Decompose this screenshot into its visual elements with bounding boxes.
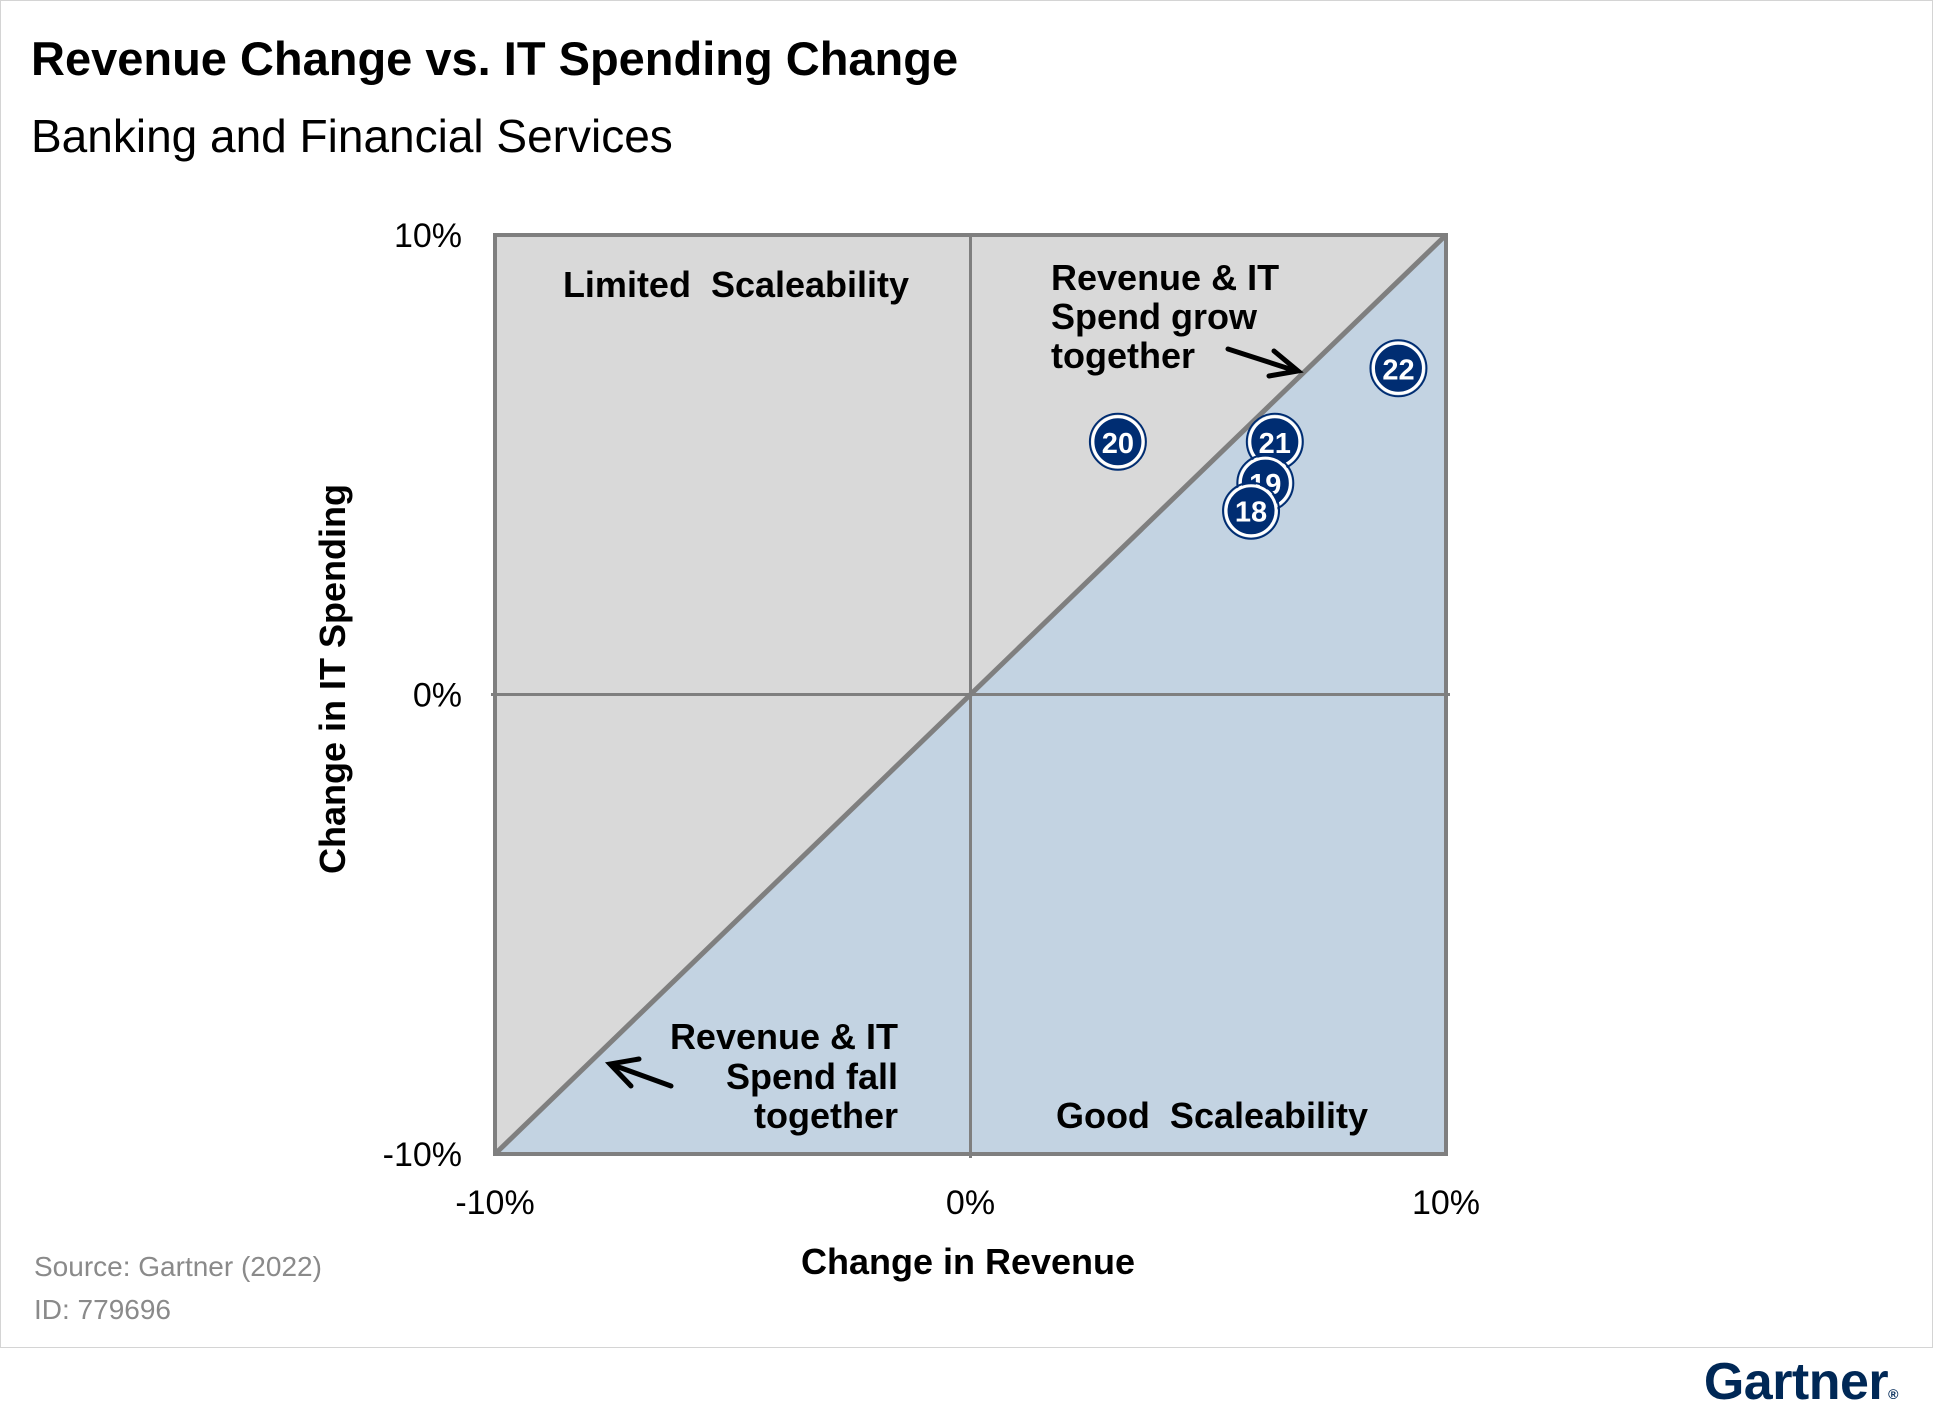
fall-together-annotation: Revenue & IT Spend fall together (604, 1016, 898, 1136)
gartner-logo: Gartner® (1703, 1352, 1899, 1412)
data-point-20: 20 (1088, 412, 1147, 471)
data-point-ring (1088, 412, 1147, 471)
grow-together-annotation: Revenue & IT Spend grow together (1051, 257, 1304, 379)
y-tick-label: 0% (413, 677, 462, 715)
chart-subtitle: Banking and Financial Services (31, 110, 673, 162)
fall-annotation-line-2: Spend fall (726, 1056, 898, 1097)
data-point-marker (1371, 341, 1425, 395)
good-scaleability-label: Good Scaleability (1056, 1095, 1368, 1136)
x-axis-title: Change in Revenue (801, 1241, 1135, 1282)
x-tick-label: 10% (1412, 1184, 1480, 1222)
data-point-18: 18 (1222, 481, 1281, 540)
data-point-marker (1091, 415, 1145, 469)
x-axis-ticks: -10% 0% 10% (455, 1184, 1480, 1222)
fall-arrow-icon (604, 1056, 674, 1089)
x-tick-label: 0% (946, 1184, 995, 1222)
gartner-logo-text: Gartner (1703, 1353, 1889, 1411)
scatter-chart: -10% 0% 10% 10% 0% -10% Change in Revenue Ch… (312, 217, 1480, 1282)
data-point-22: 22 (1369, 339, 1428, 398)
limited-scaleability-label: Limited Scaleability (563, 264, 909, 305)
data-point-label: 20 (1102, 428, 1134, 460)
diagonal-line (493, 233, 1448, 1156)
document-id: ID: 779696 (34, 1294, 171, 1325)
data-point-label: 18 (1235, 497, 1267, 529)
grow-annotation-line-2: Spend grow (1051, 296, 1258, 337)
data-point-ring (1222, 481, 1281, 540)
data-point-marker (1224, 484, 1278, 538)
chart-card: Revenue Change vs. IT Spending Change Ba… (0, 0, 1933, 1348)
y-tick-label: -10% (383, 1136, 462, 1174)
y-axis-title: Change in IT Spending (312, 484, 353, 874)
y-tick-label: 10% (394, 217, 462, 255)
data-point-label: 22 (1382, 354, 1414, 386)
data-point-ring (1369, 339, 1428, 398)
source-note: Source: Gartner (2022) (34, 1251, 322, 1282)
x-tick-label: -10% (455, 1184, 534, 1222)
grow-arrow-icon (1225, 346, 1304, 379)
registered-mark: ® (1888, 1386, 1898, 1402)
grow-annotation-line-3: together (1051, 335, 1195, 376)
fall-annotation-line-3: together (754, 1095, 898, 1136)
data-point-21: 21 (1245, 412, 1304, 471)
grow-annotation-line-1: Revenue & IT (1051, 257, 1279, 298)
chart-title: Revenue Change vs. IT Spending Change (31, 32, 959, 85)
fall-annotation-line-1: Revenue & IT (670, 1016, 898, 1057)
y-axis-ticks: 10% 0% -10% (383, 217, 462, 1174)
